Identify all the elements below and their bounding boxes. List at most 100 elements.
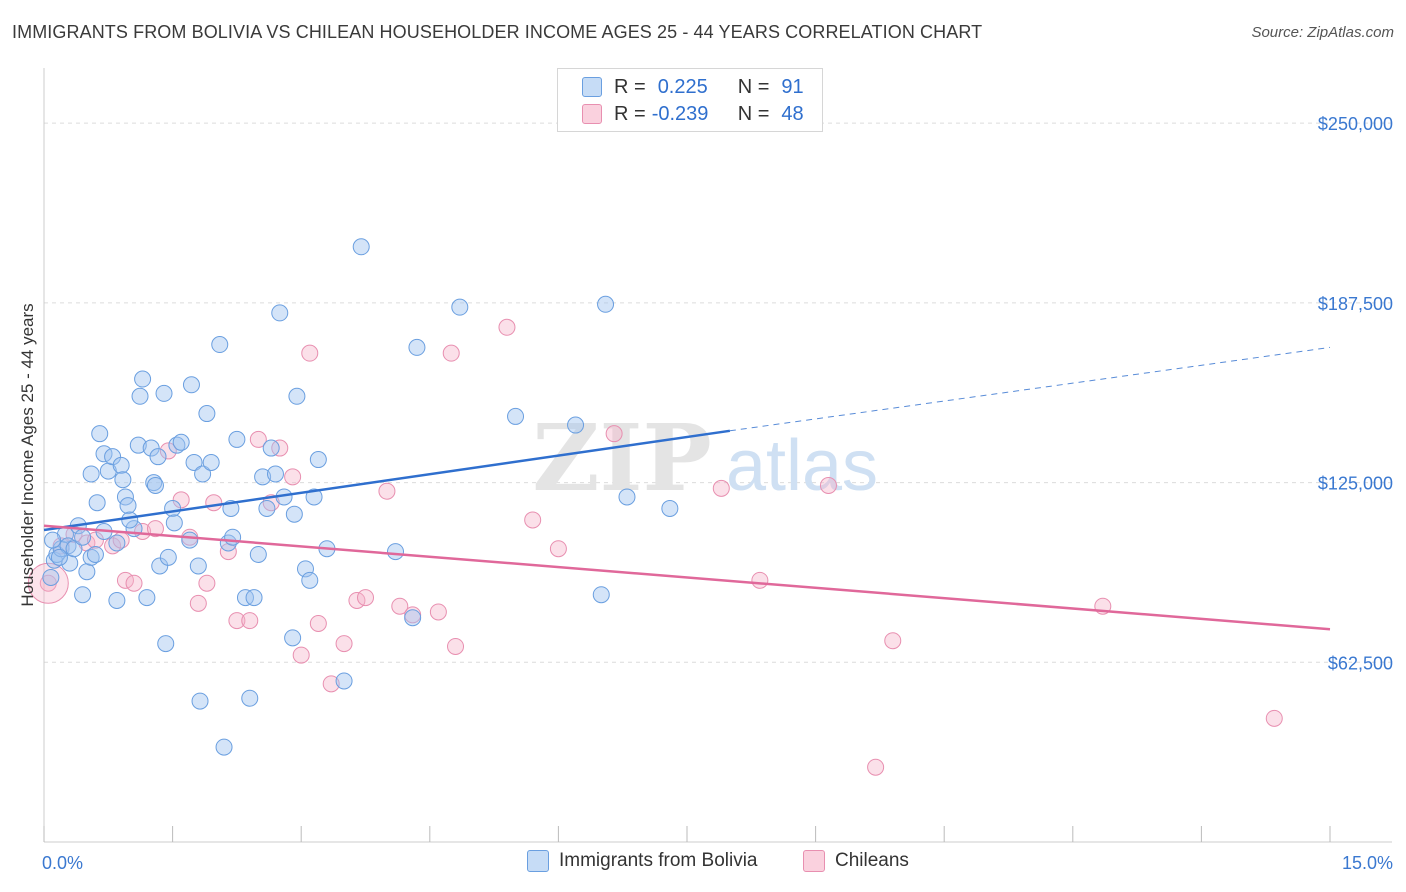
chileans-point	[301, 344, 319, 362]
chileans-point	[867, 758, 885, 776]
gridlines	[44, 122, 1395, 663]
y-tick-label: $187,500	[1318, 294, 1393, 314]
bolivia-point	[142, 439, 160, 457]
bolivia-point	[121, 511, 139, 529]
bolivia-point	[145, 474, 163, 492]
chileans-point	[378, 482, 396, 500]
chileans-point	[524, 511, 542, 529]
legend-row-chileans: R = -0.239 N = 48	[582, 100, 804, 128]
chileans-point	[605, 425, 623, 443]
legend-r-label: R =	[614, 75, 646, 98]
bolivia-point	[181, 531, 199, 549]
bolivia-point	[151, 557, 169, 575]
chileans-point	[271, 439, 289, 457]
y-tick-label: $62,500	[1328, 653, 1393, 673]
trend-lines	[43, 346, 1331, 631]
bolivia-point	[119, 497, 137, 515]
bolivia-point	[241, 689, 259, 707]
bolivia-point	[191, 692, 209, 710]
chileans-point	[1265, 709, 1283, 727]
legend-n-label: N =	[737, 102, 770, 125]
legend-label-bolivia: Immigrants from Bolivia	[559, 850, 758, 871]
y-tick-label: $125,000	[1318, 474, 1393, 494]
chart-title: IMMIGRANTS FROM BOLIVIA VS CHILEAN HOUSE…	[12, 22, 983, 42]
chileans-point	[27, 562, 69, 604]
chileans-point	[884, 632, 902, 650]
watermark: ZIP atlas	[532, 404, 878, 512]
bolivia-point	[309, 451, 327, 469]
bolivia-point	[597, 295, 615, 313]
bolivia-point	[155, 384, 173, 402]
bolivia-point	[335, 672, 353, 690]
bolivia-trend-extension	[729, 346, 1331, 432]
bolivia-point	[88, 494, 106, 512]
axes	[43, 68, 1392, 843]
bolivia-point	[108, 534, 126, 552]
source-label: Source: ZipAtlas.com	[1251, 24, 1394, 41]
legend-r-value: 0.225	[657, 75, 708, 98]
chileans-point	[442, 344, 460, 362]
legend-label-chileans: Chileans	[835, 850, 909, 871]
bolivia-point	[104, 448, 122, 466]
bolivia-point	[185, 453, 203, 471]
chileans-point	[189, 594, 207, 612]
bolivia-point	[245, 589, 263, 607]
bolivia-point	[224, 528, 242, 546]
bolivia-point	[288, 387, 306, 405]
chileans-point	[241, 612, 259, 630]
chileans-point	[819, 476, 837, 494]
bolivia-point	[157, 635, 175, 653]
bolivia-point	[165, 514, 183, 532]
bolivia-point	[202, 453, 220, 471]
x-tick-label: 0.0%	[42, 853, 83, 873]
watermark-zip: ZIP	[532, 404, 711, 512]
bolivia-point	[42, 568, 60, 586]
bolivia-point	[661, 499, 679, 517]
bolivia-point	[404, 609, 422, 627]
bolivia-point	[91, 425, 109, 443]
legend-swatch-blue	[527, 850, 549, 872]
legend-n-value: 48	[781, 102, 804, 125]
bolivia-point	[266, 465, 284, 483]
x-tick-label: 15.0%	[1342, 853, 1393, 873]
bolivia-point	[211, 336, 229, 354]
bolivia-point	[78, 563, 96, 581]
bolivia-point	[182, 376, 200, 394]
bolivia-point	[271, 304, 289, 322]
legend-swatch-blue	[582, 77, 602, 97]
bolivia-point	[194, 465, 212, 483]
chileans-point	[549, 540, 567, 558]
bolivia-point	[65, 540, 83, 558]
chileans-point	[429, 603, 447, 621]
chileans-trend-line	[43, 524, 1331, 631]
legend-row-bolivia: R = 0.225 N = 91	[582, 73, 804, 101]
chileans-point	[284, 468, 302, 486]
chileans-point	[751, 571, 769, 589]
bolivia-point	[507, 407, 525, 425]
bolivia-point	[305, 488, 323, 506]
bolivia-point	[74, 586, 92, 604]
bolivia-point	[112, 456, 130, 474]
bolivia-point	[567, 416, 585, 434]
bolivia-point	[249, 545, 267, 563]
bolivia-point	[387, 543, 405, 561]
legend-item-bolivia: Immigrants from Bolivia	[527, 850, 758, 872]
bolivia-point	[164, 499, 182, 517]
legend-item-chileans: Chileans	[803, 850, 909, 872]
legend-n-label: N =	[737, 75, 770, 98]
chileans-point	[172, 491, 190, 509]
y-axis-label: Householder Income Ages 25 - 44 years	[18, 303, 37, 607]
bolivia-point	[44, 531, 62, 549]
chileans-point	[309, 614, 327, 632]
chileans-point	[146, 520, 164, 538]
chileans-point	[249, 430, 267, 448]
bolivia-point	[352, 238, 370, 256]
bolivia-point	[50, 548, 68, 566]
bolivia-point	[254, 468, 272, 486]
y-tick-label: $250,000	[1318, 114, 1393, 134]
bolivia-point	[114, 471, 132, 489]
bolivia-point	[131, 387, 149, 405]
bolivia-point	[198, 405, 216, 423]
bolivia-point	[74, 528, 92, 546]
bolivia-point	[129, 436, 147, 454]
